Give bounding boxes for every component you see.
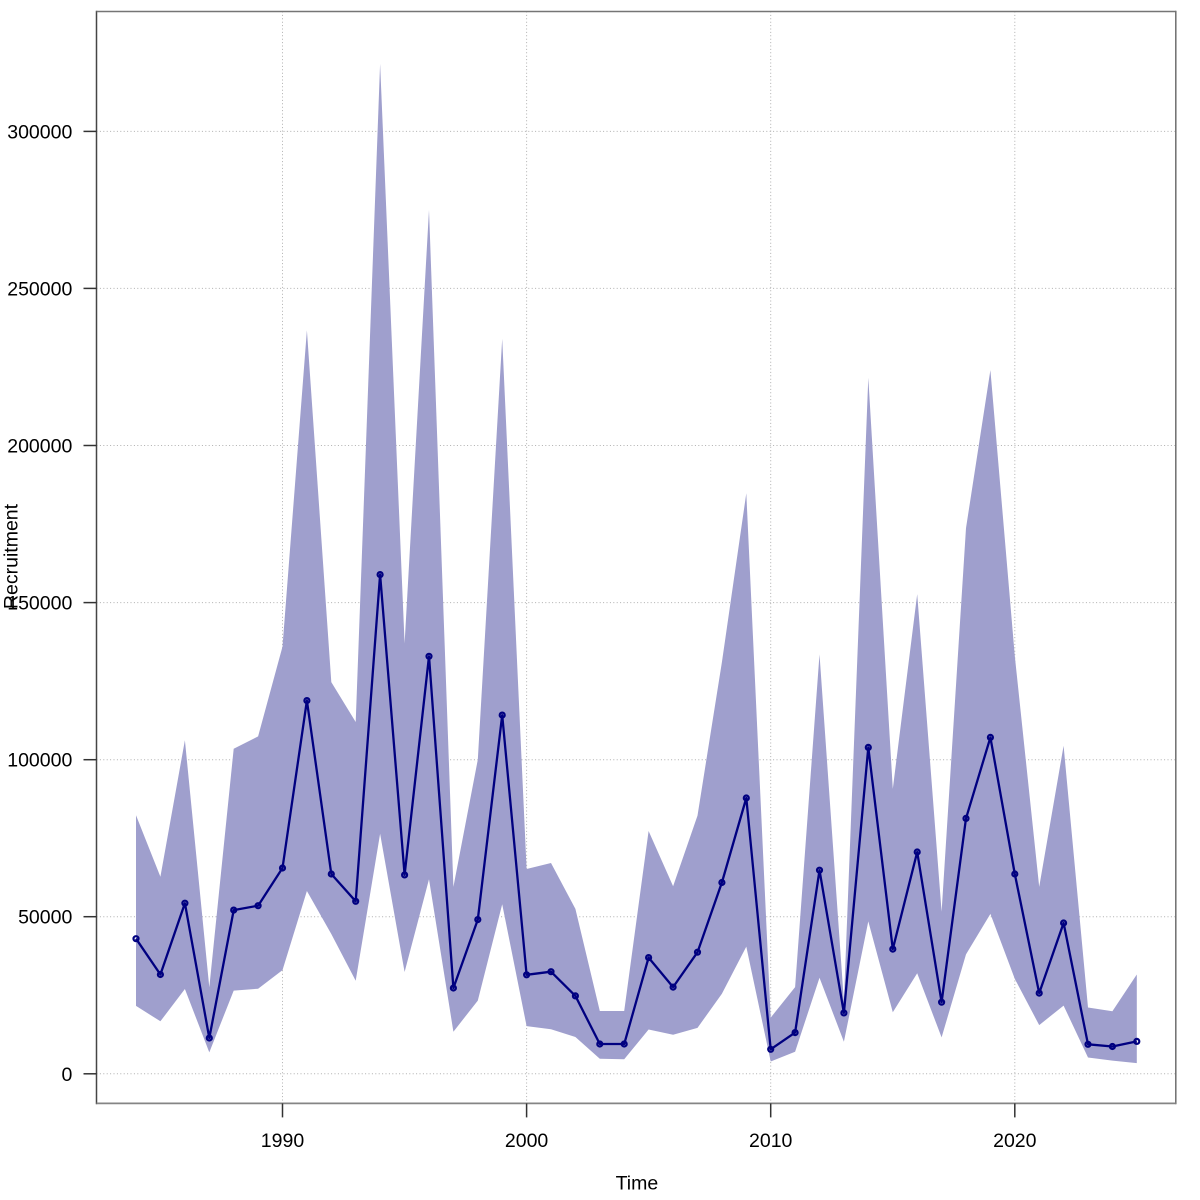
svg-text:300000: 300000 xyxy=(7,121,72,143)
svg-text:Recruitment: Recruitment xyxy=(1,503,23,609)
svg-text:Time: Time xyxy=(616,1173,659,1195)
svg-text:1990: 1990 xyxy=(261,1130,305,1152)
svg-text:0: 0 xyxy=(61,1064,72,1086)
svg-text:250000: 250000 xyxy=(7,278,72,300)
svg-text:2020: 2020 xyxy=(993,1130,1037,1152)
svg-text:150000: 150000 xyxy=(7,593,72,615)
svg-text:2000: 2000 xyxy=(505,1130,549,1152)
svg-text:2010: 2010 xyxy=(749,1130,793,1152)
svg-text:100000: 100000 xyxy=(7,750,72,772)
svg-text:50000: 50000 xyxy=(18,907,72,929)
svg-text:200000: 200000 xyxy=(7,436,72,458)
